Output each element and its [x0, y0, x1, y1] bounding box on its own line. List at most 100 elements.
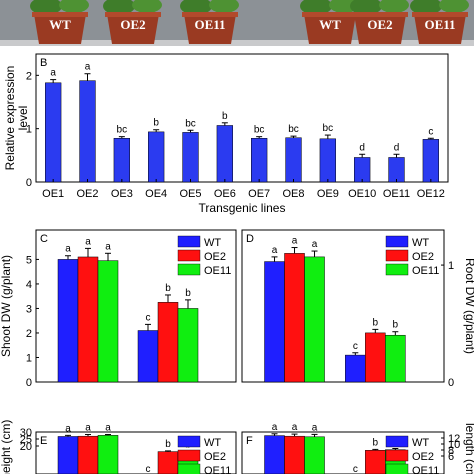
y-tick-label: 12: [448, 433, 460, 445]
legend-label: WT: [204, 437, 221, 449]
bar-OE10: [354, 157, 371, 183]
bar-WT: [57, 436, 79, 474]
significance-letter: b: [373, 317, 379, 328]
legend-swatch-OE2: [385, 449, 409, 462]
y-tick-label: 4: [26, 279, 32, 291]
plant-foliage: [132, 0, 162, 13]
bar-OE3: [113, 138, 130, 183]
pot-rim: [412, 12, 468, 17]
bar-OE8: [285, 137, 302, 183]
panel-letter: C: [40, 233, 48, 245]
significance-letter: bc: [288, 124, 299, 135]
plant-foliage: [209, 0, 239, 13]
panel-d: D 0 1 a a a c b b WT OE2 OE11 Root DW (g/plant): [241, 229, 474, 389]
plant-foliage: [30, 0, 62, 15]
significance-letter: b: [185, 288, 191, 299]
plant-label: OE11: [424, 17, 455, 32]
y-tick-label: 1: [448, 260, 454, 272]
legend-swatch-OE2: [385, 249, 409, 262]
y-tick-label: 0: [26, 377, 32, 389]
legend-swatch-OE2: [177, 449, 201, 462]
significance-letter: d: [359, 142, 365, 153]
plant-pot: [184, 14, 236, 44]
y-tick-label: 1: [26, 124, 32, 136]
legend-label: OE2: [412, 451, 434, 463]
pot-rim: [182, 12, 238, 17]
legend-label: OE2: [204, 451, 226, 463]
bar-WT: [345, 354, 366, 383]
bar-OE4: [148, 131, 165, 183]
significance-letter: a: [312, 239, 318, 250]
plant-pot: [414, 14, 466, 44]
y-axis-label-line: Relative expression: [3, 66, 17, 171]
bar-OE7: [251, 138, 268, 183]
bar-WT: [264, 261, 285, 383]
y-tick-label: 0: [26, 177, 32, 189]
y-tick-label: 10: [448, 439, 460, 451]
panel-b: B 0 1 2 a OE1 a OE2 bc OE3 b OE4 bc OE5 b OE6 bc OE7 bc OE8…: [3, 53, 449, 215]
bar-OE11: [304, 256, 325, 383]
x-tick-label: OE12: [417, 188, 445, 200]
pot-rim: [302, 12, 358, 17]
x-tick-label: OE9: [317, 188, 339, 200]
legend-swatch-WT: [385, 435, 409, 448]
bar-WT: [57, 259, 79, 383]
legend-label: OE11: [204, 465, 231, 474]
bar-OE11: [97, 435, 119, 474]
pot-rim: [32, 12, 88, 17]
significance-letter: a: [65, 244, 71, 255]
significance-letter: d: [394, 142, 400, 153]
plot-frame: [241, 431, 445, 474]
bar-OE12: [422, 139, 439, 183]
y-axis-label: length (cm): [463, 423, 474, 474]
plant-label: OE11: [194, 17, 225, 32]
plant-foliage: [379, 0, 409, 13]
plant-label: WT: [49, 17, 71, 32]
plant-foliage: [439, 0, 469, 13]
significance-letter: b: [373, 437, 379, 448]
y-tick-label: 8: [448, 445, 454, 457]
significance-letter: a: [50, 68, 56, 79]
x-tick-label: OE3: [111, 188, 133, 200]
legend-swatch-WT: [385, 235, 409, 248]
bar-OE2: [157, 302, 179, 383]
significance-letter: c: [146, 464, 151, 474]
legend-swatch-OE11: [177, 463, 201, 474]
plant-pot: [304, 14, 356, 44]
significance-letter: a: [292, 422, 298, 433]
photo-ledge: [0, 40, 474, 46]
x-axis-label: Transgenic lines: [199, 201, 286, 215]
plant-foliage: [410, 0, 442, 15]
panel-f: F681012aaacbbWTOE2OE11length (cm): [241, 422, 474, 474]
bar-WT: [264, 435, 285, 474]
bar-OE11: [388, 157, 405, 183]
bar-OE2: [77, 435, 99, 474]
panel-letter: E: [40, 435, 47, 447]
legend-swatch-OE11: [177, 263, 201, 276]
legend-label: OE2: [412, 251, 434, 263]
bar-OE2: [79, 80, 96, 183]
legend-label: WT: [412, 437, 429, 449]
significance-letter: b: [153, 118, 159, 129]
x-tick-label: OE4: [145, 188, 167, 200]
bar-OE5: [182, 132, 199, 183]
legend-swatch-WT: [177, 435, 201, 448]
plant-foliage: [350, 0, 382, 15]
panel-e: E202530aaacbbWTOE2OE11t height (cm): [0, 420, 237, 474]
legend-label: WT: [204, 237, 221, 249]
y-tick-label: 0: [448, 377, 454, 389]
plant-label: WT: [319, 17, 341, 32]
significance-letter: a: [65, 423, 71, 434]
significance-letter: a: [85, 62, 91, 73]
y-axis-label: Relative expressionlevel: [3, 66, 30, 171]
plant-foliage: [180, 0, 212, 15]
legend-label: OE11: [204, 265, 231, 277]
legend-swatch-OE11: [385, 463, 409, 474]
significance-letter: bc: [254, 125, 265, 136]
bar-OE2: [284, 435, 305, 474]
x-tick-label: OE6: [214, 188, 236, 200]
x-tick-label: OE1: [42, 188, 64, 200]
significance-letter: a: [105, 423, 111, 434]
significance-letter: bc: [185, 118, 196, 129]
y-axis-label-line: level: [16, 106, 30, 131]
